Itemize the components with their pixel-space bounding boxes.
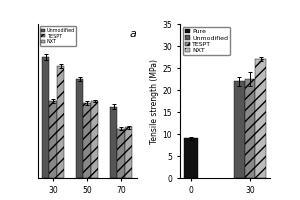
Bar: [255, 59, 266, 178]
Bar: [117, 129, 125, 178]
Legend: Pure, Unmodified, TESPT, NXT: Pure, Unmodified, TESPT, NXT: [183, 27, 230, 55]
Bar: [83, 103, 91, 178]
Bar: [245, 79, 255, 178]
Bar: [125, 127, 132, 178]
Bar: [57, 66, 64, 178]
Bar: [234, 81, 245, 178]
Bar: [50, 101, 57, 178]
Bar: [110, 106, 117, 178]
Bar: [91, 101, 98, 178]
Legend: Unmodified, TESPT, NXT: Unmodified, TESPT, NXT: [40, 26, 76, 46]
Bar: [184, 138, 199, 178]
Text: a: a: [130, 29, 137, 39]
Bar: [42, 57, 50, 178]
Bar: [76, 79, 83, 178]
Y-axis label: Tensile strength (MPa): Tensile strength (MPa): [151, 58, 160, 144]
